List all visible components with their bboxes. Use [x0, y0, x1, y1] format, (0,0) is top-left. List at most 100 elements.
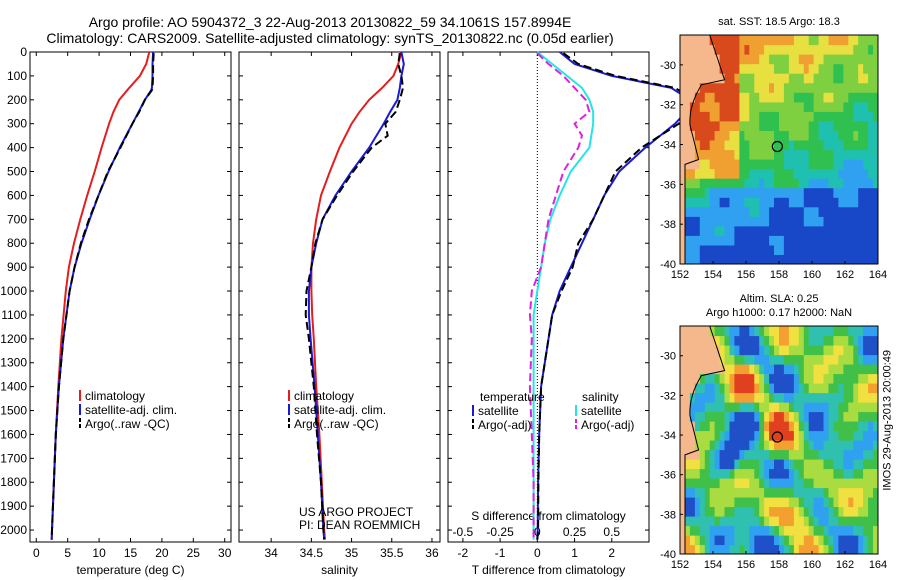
- map-cell: [774, 216, 780, 227]
- map-cell: [823, 35, 830, 46]
- map-cell: [744, 411, 750, 422]
- map-cell: [788, 535, 795, 546]
- map-cell: [779, 497, 785, 508]
- map-cell: [828, 402, 835, 413]
- map-cell: [868, 535, 874, 546]
- map-cell: [863, 354, 869, 365]
- map-cell: [680, 487, 686, 498]
- map-cell: [808, 225, 815, 236]
- map-cell: [858, 430, 864, 441]
- map-cell: [769, 516, 775, 527]
- map-cell: [739, 63, 745, 74]
- map-cell: [744, 178, 750, 189]
- map-cell: [818, 244, 825, 255]
- map-cell: [680, 421, 686, 432]
- map-cell: [823, 440, 830, 451]
- map-cell: [749, 544, 755, 554]
- map-cell: [838, 63, 844, 74]
- map-cell: [764, 73, 770, 84]
- map-cell: [868, 206, 874, 217]
- map-cell: [724, 535, 731, 546]
- map-cell: [833, 468, 839, 479]
- map-cell: [719, 254, 726, 264]
- map-cell: [684, 225, 691, 236]
- map-cell: [823, 149, 830, 160]
- map-cell: [744, 159, 750, 170]
- map-cell: [769, 63, 775, 74]
- map-cell: [704, 44, 711, 55]
- map-cell: [729, 225, 736, 236]
- map-cell: [689, 235, 696, 246]
- map-cell: [833, 392, 839, 403]
- map-cell: [754, 392, 760, 403]
- map-cell: [739, 254, 745, 264]
- map-cell: [823, 373, 830, 384]
- map-cell: [803, 178, 810, 189]
- map-cell: [719, 497, 726, 508]
- map-cell: [739, 73, 745, 84]
- map-cell: [803, 535, 810, 546]
- map-cell: [739, 459, 745, 470]
- map-cell: [769, 354, 775, 365]
- map-cell: [734, 120, 740, 131]
- map-cell: [769, 468, 775, 479]
- map-cell: [709, 468, 716, 479]
- map-cell: [868, 82, 874, 93]
- map-cell: [769, 459, 775, 470]
- map-cell: [684, 468, 691, 479]
- map-cell: [714, 35, 721, 46]
- map-cell: [779, 440, 785, 451]
- map-cell: [759, 35, 765, 46]
- map-cell: [684, 354, 691, 365]
- map-cell: [759, 254, 765, 264]
- map-cell: [699, 187, 706, 198]
- map-cell: [769, 544, 775, 554]
- map-cell: [853, 206, 859, 217]
- map-cell: [828, 187, 835, 198]
- map-cell: [704, 159, 711, 170]
- map-cell: [813, 430, 820, 441]
- map-cell: [684, 168, 691, 179]
- map-cell: [744, 101, 750, 112]
- map-cell: [709, 535, 716, 546]
- map-cell: [823, 197, 830, 208]
- map-cell: [759, 459, 765, 470]
- map-cell: [783, 525, 790, 536]
- map-cell: [709, 187, 716, 198]
- map-cell: [724, 178, 731, 189]
- map-cell: [680, 111, 686, 122]
- map-cell: [744, 449, 750, 460]
- map-cell: [838, 120, 844, 131]
- map-cell: [709, 63, 716, 74]
- map-cell: [808, 440, 815, 451]
- map-cell: [868, 197, 874, 208]
- map-cell: [813, 235, 820, 246]
- map-cell: [769, 421, 775, 432]
- map-cell: [858, 225, 864, 236]
- map-cell: [838, 168, 844, 179]
- map-cell: [848, 159, 854, 170]
- map-cell: [873, 244, 878, 255]
- map-cell: [734, 449, 740, 460]
- map-cell: [858, 35, 864, 46]
- map-cell: [729, 111, 736, 122]
- map-cell: [680, 168, 686, 179]
- map-cell: [729, 430, 736, 441]
- map-cell: [838, 421, 844, 432]
- map-cell: [808, 364, 815, 375]
- map-cell: [709, 92, 716, 103]
- map-cell: [769, 54, 775, 65]
- map-cell: [744, 440, 750, 451]
- map-cell: [694, 216, 701, 227]
- map-cell: [749, 345, 755, 356]
- map-cell: [684, 335, 691, 346]
- map-cell: [734, 468, 740, 479]
- map-cell: [868, 168, 874, 179]
- map-cell: [719, 168, 726, 179]
- map-cell: [823, 392, 830, 403]
- map-cell: [719, 411, 726, 422]
- map-cell: [724, 335, 731, 346]
- map-cell: [684, 244, 691, 255]
- map-cell: [833, 544, 839, 554]
- map-cell: [699, 421, 706, 432]
